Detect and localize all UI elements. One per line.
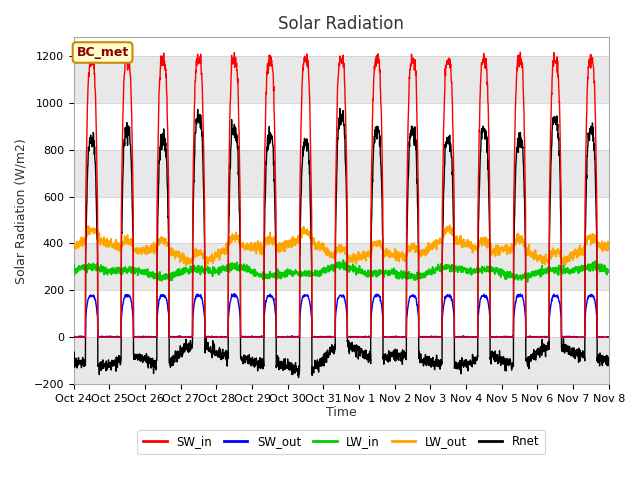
Title: Solar Radiation: Solar Radiation: [278, 15, 404, 33]
X-axis label: Time: Time: [326, 407, 356, 420]
Bar: [74, 243, 609, 290]
Y-axis label: Solar Radiation (W/m2): Solar Radiation (W/m2): [15, 138, 28, 284]
Bar: [74, 337, 609, 384]
Text: BC_met: BC_met: [76, 46, 129, 59]
Bar: [74, 56, 609, 103]
Bar: [74, 150, 609, 197]
Legend: SW_in, SW_out, LW_in, LW_out, Rnet: SW_in, SW_out, LW_in, LW_out, Rnet: [138, 430, 545, 455]
